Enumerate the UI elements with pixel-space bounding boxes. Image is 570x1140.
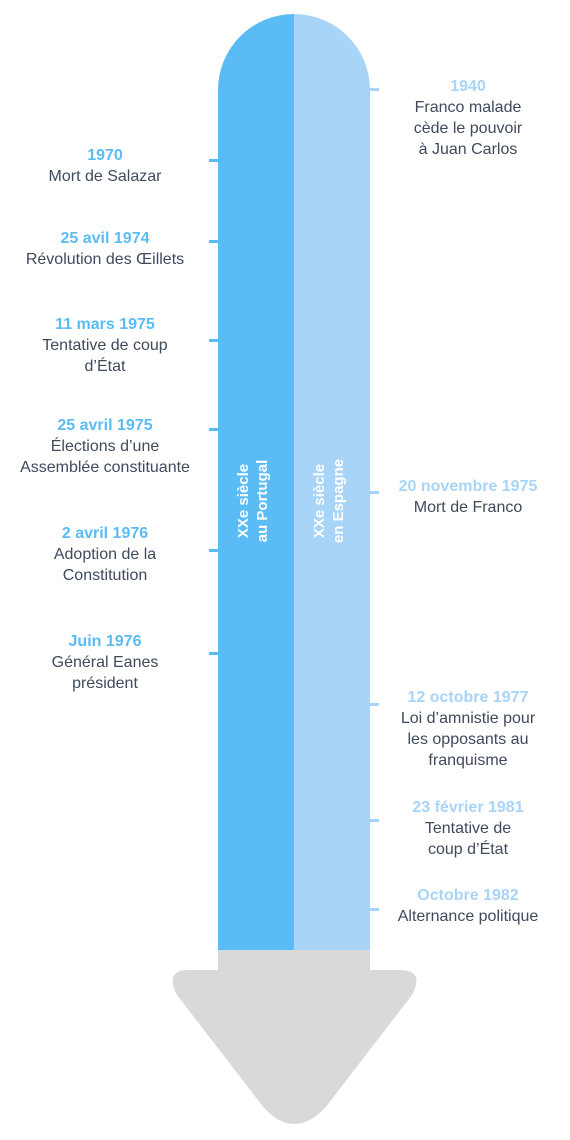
event-date: 1940 <box>450 78 486 95</box>
event-label: Révolution des Œillets <box>25 251 185 268</box>
event-date: Juin 1976 <box>68 633 142 650</box>
event-portugal-1970: 1970 Mort de Salazar <box>0 145 210 187</box>
event-date: 23 février 1981 <box>412 799 524 816</box>
event-label: Mort de Franco <box>413 499 523 516</box>
event-date: 11 mars 1975 <box>55 316 155 333</box>
event-label: Franco malade cède le pouvoir à Juan Car… <box>413 99 523 158</box>
event-label: Élections d’une Assemblée constituante <box>20 438 190 476</box>
event-date: 25 avril 1975 <box>57 417 153 434</box>
event-spain-1982: Octobre 1982 Alternance politique <box>374 885 562 927</box>
tick-mars-1975 <box>209 339 218 342</box>
spain-band <box>294 14 370 950</box>
tick-1977 <box>370 703 379 706</box>
event-spain-1977: 12 octobre 1977 Loi d’amnistie pour les … <box>374 687 562 771</box>
event-spain-nov-1975: 20 novembre 1975 Mort de Franco <box>374 476 562 518</box>
event-spain-1981: 23 février 1981 Tentative de coup d’État <box>374 797 562 860</box>
event-date: 12 octobre 1977 <box>407 689 529 706</box>
event-date: Octobre 1982 <box>417 887 519 904</box>
tick-juin-1976 <box>209 652 218 655</box>
tick-avril-1975 <box>209 428 218 431</box>
event-date: 1970 <box>87 147 123 164</box>
tick-1976 <box>209 549 218 552</box>
event-label: Général Eanes président <box>51 654 159 692</box>
event-date: 25 avil 1974 <box>60 230 150 247</box>
event-label: Loi d’amnistie pour les opposants au fra… <box>400 710 536 769</box>
event-label: Alternance politique <box>397 908 539 925</box>
event-date: 20 novembre 1975 <box>398 478 538 495</box>
tick-1982 <box>370 908 379 911</box>
timeline-arrow <box>172 950 417 1124</box>
tick-1974 <box>209 240 218 243</box>
tick-1940 <box>370 88 379 91</box>
spain-band-title: XXe siècle en Espagne <box>311 458 347 544</box>
event-label: Tentative de coup d’État <box>42 337 168 375</box>
event-portugal-1976: 2 avril 1976 Adoption de la Constitution <box>0 523 210 586</box>
tick-1981 <box>370 819 379 822</box>
event-portugal-1974: 25 avil 1974 Révolution des Œillets <box>0 228 210 270</box>
event-label: Adoption de la Constitution <box>53 546 157 584</box>
event-portugal-avril-1975: 25 avril 1975 Élections d’une Assemblée … <box>0 415 210 478</box>
event-portugal-juin-1976: Juin 1976 Général Eanes président <box>0 631 210 694</box>
event-portugal-mars-1975: 11 mars 1975 Tentative de coup d’État <box>0 314 210 377</box>
event-label: Mort de Salazar <box>48 168 162 185</box>
event-label: Tentative de coup d’État <box>424 820 512 858</box>
tick-1970 <box>209 159 218 162</box>
event-date: 2 avril 1976 <box>61 525 149 542</box>
portugal-band-title: XXe siècle au Portugal <box>235 459 271 543</box>
tick-nov-1975 <box>370 491 379 494</box>
event-spain-1940: 1940 Franco malade cède le pouvoir à Jua… <box>374 76 562 160</box>
portugal-band <box>218 14 294 950</box>
